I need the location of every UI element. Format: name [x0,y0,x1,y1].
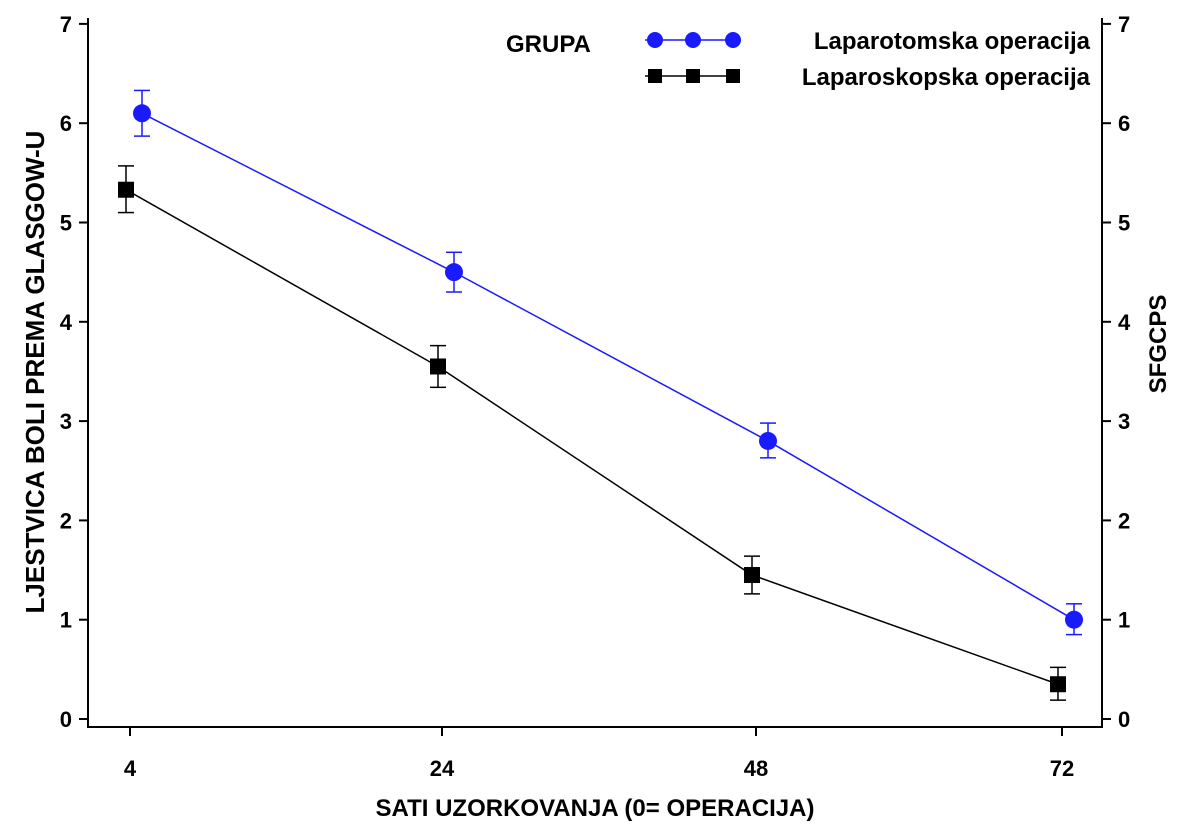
legend: GRUPA Laparotomska operacija Laparoskopsk… [506,28,1091,91]
legend-marker [725,32,741,48]
data-point [744,567,760,584]
legend-label: Laparotomska operacija [814,28,1091,55]
y-tick-label-right: 5 [1118,211,1130,236]
y-ticks-left: 0 1 2 3 4 5 6 7 [60,12,88,732]
series-2 [118,165,1066,701]
y-tick-label-right: 0 [1118,707,1130,732]
data-point [759,431,777,450]
legend-marker [686,69,700,83]
y-tick-label-left: 4 [60,310,73,335]
y-tick-label-left: 0 [60,707,72,732]
data-point [133,104,151,123]
y-tick-label-left: 6 [60,111,72,136]
y-tick-label-right: 7 [1118,12,1130,37]
legend-label: Laparoskopska operacija [802,64,1091,91]
y-tick-label-right: 6 [1118,111,1130,136]
y-axis-title-right: SFGCPS [1145,295,1172,394]
x-axis-title: SATI UZORKOVANJA (0= OPERACIJA) [376,795,815,822]
data-point [430,358,446,375]
x-tick-label: 24 [430,756,455,781]
legend-marker [685,32,701,48]
y-tick-label-left: 2 [60,508,72,533]
y-ticks-right: 0 1 2 3 4 5 6 7 [1102,12,1131,732]
legend-entry-1: Laparotomska operacija [645,28,1091,55]
data-point [1065,610,1083,629]
legend-title: GRUPA [506,31,591,58]
y-tick-label-right: 1 [1118,608,1130,633]
y-axis-title-left: LJESTVICA BOLI PREMA GLASGOW-U [20,131,50,614]
legend-marker [726,69,740,83]
data-point [445,263,463,282]
legend-entry-2: Laparoskopska operacija [645,64,1091,91]
y-tick-label-right: 2 [1118,508,1130,533]
series-1 [133,89,1083,636]
y-tick-label-left: 7 [60,12,72,37]
y-tick-label-left: 3 [60,409,72,434]
series-line [141,112,1075,621]
y-tick-label-right: 3 [1118,409,1130,434]
data-point [1050,676,1066,693]
y-tick-label-left: 1 [60,608,72,633]
legend-marker [648,69,662,83]
y-tick-label-right: 4 [1118,310,1131,335]
series-line [125,189,1059,685]
x-ticks: 4 24 48 72 [124,727,1074,781]
x-tick-label: 48 [744,756,768,781]
data-point [118,181,134,198]
y-tick-label-left: 5 [60,211,72,236]
series-layer [118,89,1083,701]
x-tick-label: 4 [124,756,137,781]
legend-marker [647,32,663,48]
x-tick-label: 72 [1050,756,1074,781]
legend-entries: Laparotomska operacija Laparoskopska oper… [645,28,1091,91]
